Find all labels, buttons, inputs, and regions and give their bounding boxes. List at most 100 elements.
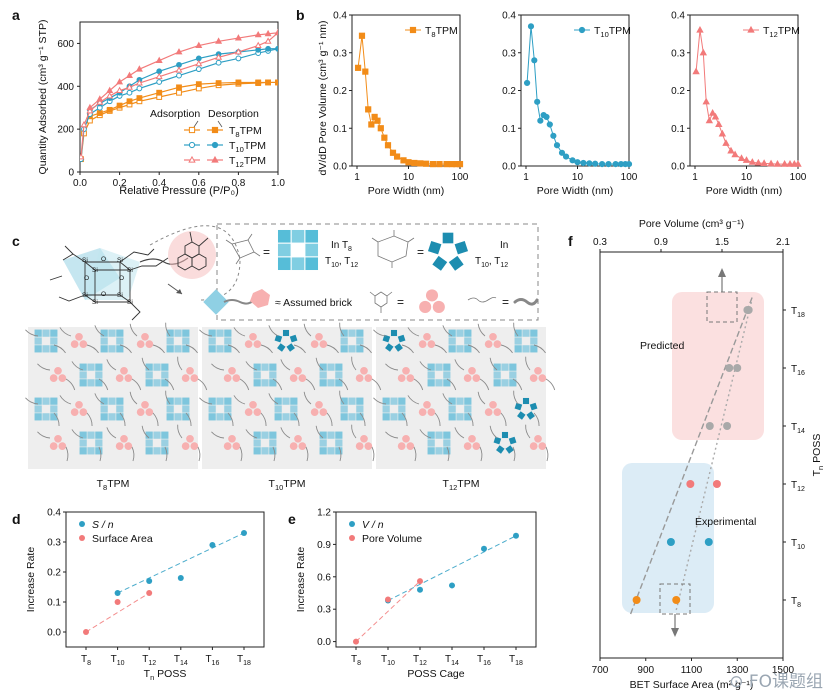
lattice-linker [489, 357, 498, 371]
watermark: ⊙ FO课题组 [729, 672, 823, 692]
pore-point-T8TPM [389, 149, 397, 156]
x-tick-main: T [81, 654, 87, 665]
x-tick-sub: 10 [387, 660, 395, 667]
brick-square-cell [305, 257, 319, 271]
lattice-linker [152, 412, 159, 427]
brick-square-cell [182, 345, 190, 353]
legend-marker-des [211, 141, 219, 149]
equals-sign: = [263, 245, 270, 259]
tpm-sketch [369, 291, 393, 313]
y-tick-label: 0.4 [47, 508, 61, 519]
pore-point-T12TPM [702, 97, 710, 105]
lattice-linker [37, 363, 51, 371]
lattice-linker [434, 344, 447, 354]
isotherm-des-point-T8TPM [136, 95, 143, 101]
brick-square-cell [95, 379, 103, 387]
x-tick-label: T10 [381, 654, 395, 667]
x-tick-label: T8 [351, 654, 361, 667]
x-tick-main: T [205, 654, 211, 665]
right-tick-label: T18 [791, 306, 805, 319]
y-tick-label: 0.4 [502, 11, 516, 22]
x-tick-label: 1 [523, 172, 529, 183]
brick-square-cell [509, 379, 517, 387]
panel-a-series [80, 28, 278, 163]
si-atom-label: Si [82, 292, 88, 299]
pore-point-T12TPM [722, 139, 730, 146]
data-point-0 [417, 586, 423, 593]
lattice-linker [303, 323, 312, 337]
brick-tpm-lobe [315, 400, 323, 409]
brick-tpm-lobe [49, 374, 58, 382]
brick-square-cell [79, 439, 87, 447]
brick-tpm-lobe [136, 340, 145, 348]
isotherm-ads-point-T12TPM [155, 72, 163, 80]
brick-square-cell [340, 397, 348, 405]
lattice-linker [338, 446, 342, 462]
pore-point-T10TPM [546, 121, 553, 128]
isotherm-des-point-T12TPM [234, 34, 242, 41]
tpm-node-highlight [168, 231, 216, 279]
brick-square-cell [166, 397, 174, 405]
brick-square-cell [34, 405, 42, 413]
x-tick-label: T18 [509, 654, 523, 667]
brick-tpm-lobe [124, 442, 133, 450]
right-tick-main: T [791, 422, 797, 433]
brick-square-cell [427, 379, 435, 387]
brick-square-cell [79, 363, 87, 371]
x-tick-main: T [413, 654, 419, 665]
brick-square-cell [522, 329, 530, 337]
si-atom-label: Si [117, 257, 123, 264]
bottom-tick-label: 1100 [681, 665, 703, 676]
lattice-linker [419, 429, 432, 439]
lattice-linker [233, 395, 246, 405]
lattice-linker [326, 344, 339, 354]
t8-brick-square [277, 229, 319, 271]
brick-square-cell [348, 413, 356, 421]
lattice-linker [119, 344, 132, 354]
lattice-linker [239, 378, 250, 391]
data-point-1 [385, 596, 391, 603]
poss-cage-sketch: Si Si Si Si Si Si Si Si O O O O [49, 225, 241, 321]
brick-square-cell [100, 405, 108, 413]
panel-a-isotherms: 0 200 400 600 0.0 0.2 0.4 0.6 0.8 1.0 Relative P… [37, 20, 285, 197]
data-point-1 [146, 590, 153, 596]
brick-square-cell [464, 329, 472, 337]
brick-tpm-lobe [244, 340, 253, 348]
brick-square-cell [216, 329, 224, 337]
data-point-0 [146, 578, 153, 584]
brick-penta-cell [508, 436, 517, 445]
brick-square-cell [509, 371, 517, 379]
brick-square-cell [269, 379, 277, 387]
brick-square-cell [522, 345, 530, 353]
brick-square-cell [216, 397, 224, 405]
isotherm-ads-point-T10TPM [176, 72, 182, 79]
pore-point-T10TPM [586, 160, 593, 167]
isotherm-ads-point-T12TPM [175, 66, 183, 73]
isotherm-ads-T8TPM [80, 81, 278, 160]
top-tick-label: 2.1 [776, 237, 790, 248]
lattice-linker [385, 431, 399, 439]
experimental-label: Experimental [695, 516, 756, 528]
brick-square-cell [291, 257, 305, 271]
panel-b-y-label: dV/dD Pore Volume (cm³ g⁻¹ nm) [317, 21, 329, 176]
y-tick-label: 400 [57, 82, 74, 93]
x-axis-tail: POSS [154, 668, 186, 680]
legend-label: T10TPM [229, 140, 266, 154]
lattice-linker [260, 344, 273, 354]
lattice-linker [446, 446, 450, 462]
pore-point-T10TPM [574, 159, 581, 166]
x-axis-label: POSS Cage [407, 668, 464, 680]
y-tick-label: 0.3 [671, 48, 685, 59]
lattice-linker [59, 395, 72, 405]
right-tick-label: T10 [791, 538, 805, 551]
lattice-linker [129, 391, 138, 405]
isotherm-des-point-T8TPM [195, 81, 202, 88]
lattice-linker [339, 390, 345, 405]
lattice-linker [152, 344, 165, 354]
brick-tpm-lobe [427, 340, 436, 348]
isotherm-des-point-T12TPM [264, 29, 272, 37]
panel-letter-c: c [12, 233, 20, 249]
lattice-linker [185, 344, 198, 354]
pore-volume-point [743, 306, 752, 314]
x-tick-label: 100 [790, 172, 807, 183]
